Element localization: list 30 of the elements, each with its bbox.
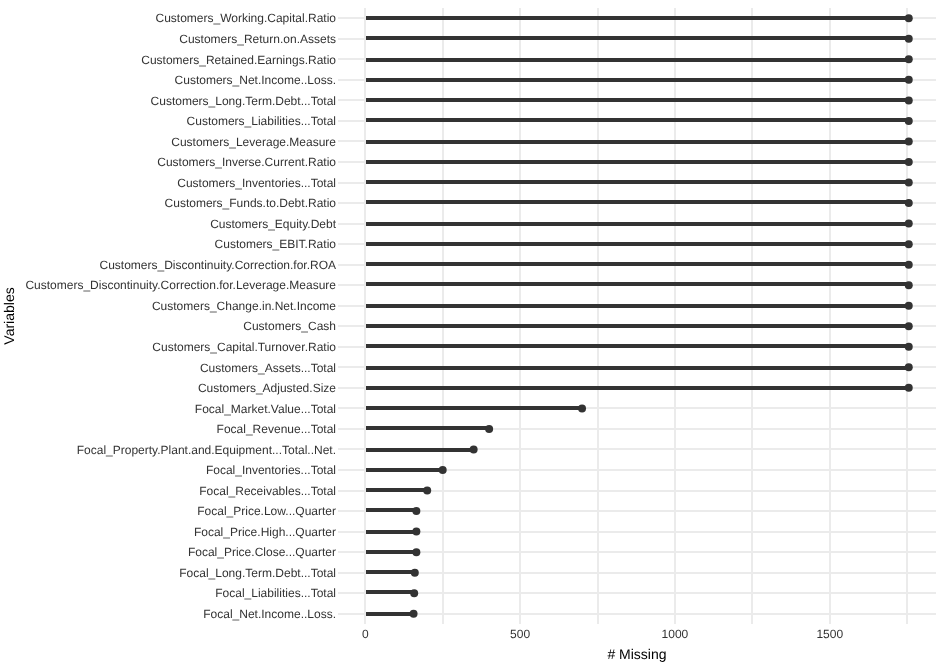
point — [412, 527, 421, 536]
point — [904, 260, 913, 269]
point — [904, 383, 913, 392]
point — [904, 322, 913, 331]
point — [409, 609, 418, 618]
point — [904, 75, 913, 84]
point — [438, 466, 447, 474]
point — [423, 486, 432, 495]
point — [904, 14, 913, 23]
point — [904, 158, 913, 166]
point — [904, 199, 913, 208]
point — [904, 281, 913, 290]
point — [904, 55, 913, 64]
point — [904, 363, 913, 372]
point — [904, 34, 913, 43]
point — [469, 445, 478, 454]
point — [410, 568, 419, 577]
point — [904, 96, 913, 105]
point — [904, 219, 913, 228]
point — [412, 507, 421, 516]
point — [904, 137, 913, 146]
point — [410, 589, 419, 598]
point — [578, 404, 587, 413]
point — [904, 116, 913, 125]
point — [412, 548, 421, 557]
point — [904, 301, 913, 310]
point — [904, 240, 913, 249]
point — [485, 424, 494, 433]
point — [904, 342, 913, 351]
point — [904, 178, 913, 187]
